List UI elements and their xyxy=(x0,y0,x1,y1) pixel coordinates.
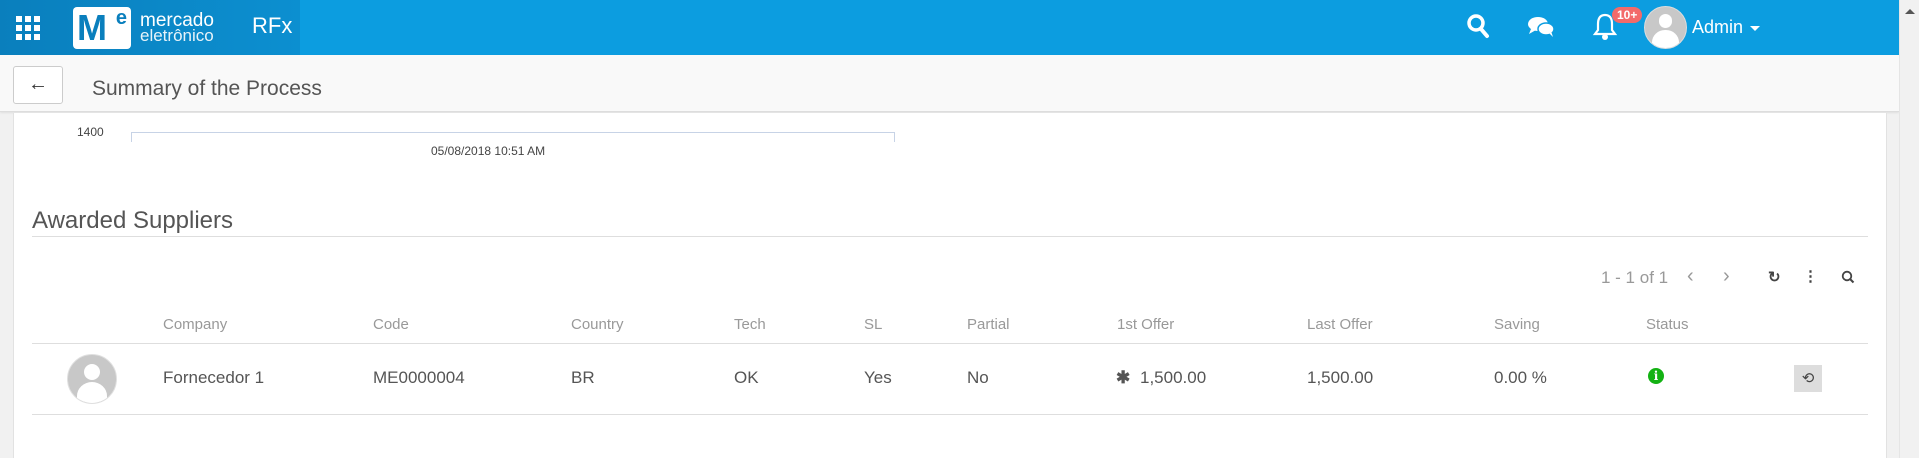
logo-text[interactable]: mercado eletrônico xyxy=(140,10,214,45)
cell-code: ME0000004 xyxy=(373,368,465,387)
more-vertical-icon[interactable]: ⋮ xyxy=(1803,268,1818,285)
cell-country: BR xyxy=(571,368,595,387)
page-title: Summary of the Process xyxy=(92,77,322,100)
col-status[interactable]: Status xyxy=(1646,316,1689,333)
history-icon: ⟲ xyxy=(1801,370,1815,387)
content-panel: 1400 05/08/2018 10:51 AM Awarded Supplie… xyxy=(13,113,1887,458)
info-icon[interactable]: i xyxy=(1648,368,1664,384)
col-country[interactable]: Country xyxy=(571,316,624,333)
cell-last-offer: 1,500.00 xyxy=(1307,368,1374,387)
section-divider xyxy=(32,236,1868,237)
chart-plot-area xyxy=(131,132,895,142)
cell-company[interactable]: Fornecedor 1 xyxy=(163,368,265,387)
arrow-left-icon: ← xyxy=(28,73,48,95)
logo-mark-sup: e xyxy=(115,7,127,29)
prev-page-icon[interactable]: ‹ xyxy=(1687,265,1694,287)
search-icon[interactable] xyxy=(1466,13,1490,45)
user-menu-name[interactable]: Admin xyxy=(1692,17,1744,37)
pager-range: 1 - 1 of 1 xyxy=(1601,268,1669,287)
logo-line2: eletrônico xyxy=(140,26,214,45)
app-title[interactable]: RFx xyxy=(252,13,293,38)
cell-tech: OK xyxy=(734,368,759,387)
row-divider xyxy=(32,414,1868,415)
scrollbar[interactable] xyxy=(1899,0,1919,458)
col-tech[interactable]: Tech xyxy=(734,316,766,333)
cell-sl: Yes xyxy=(864,368,892,387)
user-avatar[interactable] xyxy=(1644,6,1687,49)
table-search-icon[interactable] xyxy=(1841,270,1855,289)
history-button[interactable]: ⟲ xyxy=(1794,365,1822,392)
next-page-icon[interactable]: › xyxy=(1723,265,1730,287)
col-code[interactable]: Code xyxy=(373,316,409,333)
page-header: ← Summary of the Process xyxy=(0,55,1899,112)
apps-grid-icon[interactable] xyxy=(16,16,40,40)
col-saving[interactable]: Saving xyxy=(1494,316,1540,333)
col-last-offer[interactable]: Last Offer xyxy=(1307,316,1373,333)
scroll-up-icon[interactable] xyxy=(1905,9,1915,14)
supplier-avatar xyxy=(67,354,117,404)
asterisk-icon: ✱ xyxy=(1116,368,1131,387)
col-first-offer[interactable]: 1st Offer xyxy=(1117,316,1175,333)
logo-line1: mercado xyxy=(140,10,214,31)
cell-partial: No xyxy=(967,368,989,387)
chat-icon[interactable] xyxy=(1527,15,1555,45)
header-divider xyxy=(32,343,1868,344)
col-sl[interactable]: SL xyxy=(864,316,883,333)
back-button[interactable]: ← xyxy=(13,66,63,104)
cell-first-offer: 1,500.00 xyxy=(1140,368,1207,387)
col-company[interactable]: Company xyxy=(163,316,228,333)
section-title: Awarded Suppliers xyxy=(32,207,234,234)
notification-badge: 10+ xyxy=(1612,7,1643,23)
chart-x-tick: 05/08/2018 10:51 AM xyxy=(431,144,546,158)
bell-icon[interactable] xyxy=(1592,12,1618,48)
chart-y-tick: 1400 xyxy=(77,125,104,139)
refresh-icon[interactable]: ↻ xyxy=(1768,269,1781,286)
caret-down-icon[interactable] xyxy=(1750,26,1760,31)
col-partial[interactable]: Partial xyxy=(967,316,1010,333)
logo-mark-letter: M xyxy=(77,7,107,48)
cell-saving: 0.00 % xyxy=(1494,368,1547,387)
